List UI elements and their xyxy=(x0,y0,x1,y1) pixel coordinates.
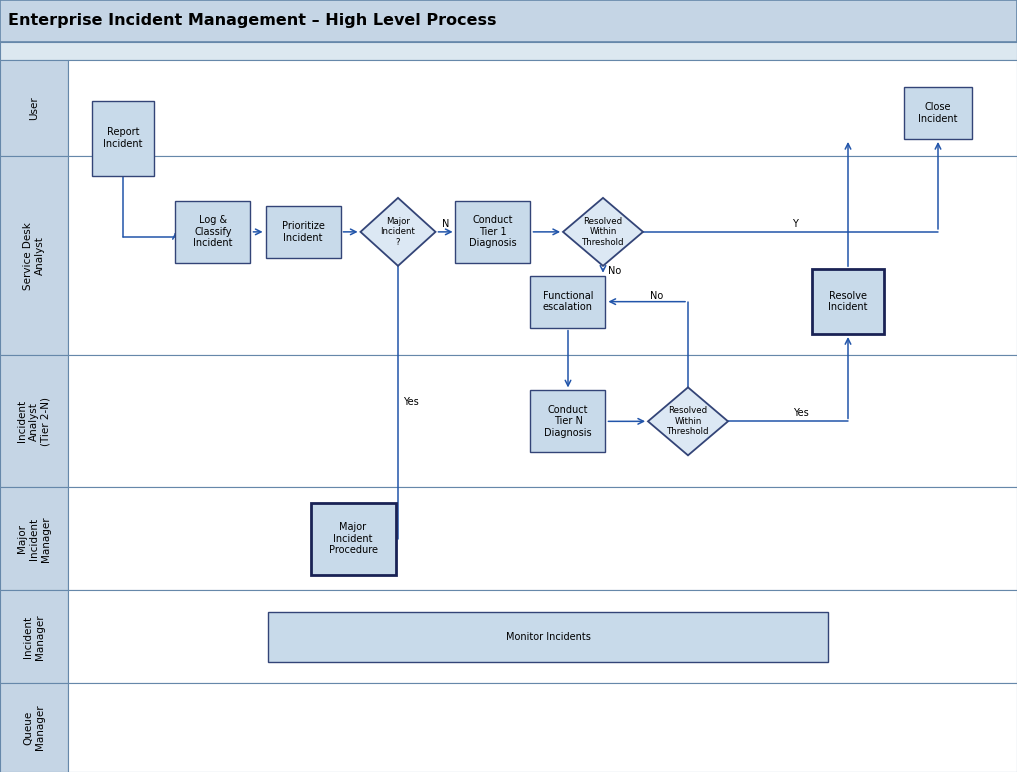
Text: Log &
Classify
Incident: Log & Classify Incident xyxy=(193,215,233,249)
Bar xyxy=(531,391,605,452)
Bar xyxy=(68,487,1017,591)
Text: Functional
escalation: Functional escalation xyxy=(543,291,593,313)
Text: Major
Incident
Manager: Major Incident Manager xyxy=(17,516,51,562)
Bar xyxy=(904,87,972,139)
Text: Enterprise Incident Management – High Level Process: Enterprise Incident Management – High Le… xyxy=(8,13,496,29)
Bar xyxy=(812,269,884,334)
Bar xyxy=(0,355,68,487)
Bar xyxy=(904,87,972,113)
Bar xyxy=(456,201,531,263)
Bar xyxy=(0,591,68,683)
Text: No: No xyxy=(608,266,621,276)
Text: Incident
Analyst
(Tier 2-N): Incident Analyst (Tier 2-N) xyxy=(17,397,51,446)
Bar xyxy=(310,503,396,575)
Text: Queue
Manager: Queue Manager xyxy=(23,705,45,750)
Text: N: N xyxy=(442,219,450,229)
Text: No: No xyxy=(650,290,663,300)
Bar xyxy=(265,206,341,232)
Bar xyxy=(68,591,1017,683)
Text: Resolve
Incident: Resolve Incident xyxy=(828,291,868,313)
Text: Major
Incident
?: Major Incident ? xyxy=(380,217,415,247)
Polygon shape xyxy=(563,198,643,266)
Bar xyxy=(0,156,68,355)
Text: Close
Incident: Close Incident xyxy=(918,102,958,124)
Bar xyxy=(68,355,1017,487)
Text: Resolved
Within
Threshold: Resolved Within Threshold xyxy=(582,217,624,247)
Text: Yes: Yes xyxy=(793,408,809,418)
Bar xyxy=(310,503,396,539)
Text: Conduct
Tier 1
Diagnosis: Conduct Tier 1 Diagnosis xyxy=(469,215,517,249)
Text: User: User xyxy=(29,96,39,120)
Bar xyxy=(0,42,1017,60)
Bar xyxy=(0,60,68,156)
Text: Monitor Incidents: Monitor Incidents xyxy=(505,631,591,642)
Bar xyxy=(0,683,68,772)
Text: Service Desk
Analyst: Service Desk Analyst xyxy=(23,222,45,290)
Bar xyxy=(531,391,605,422)
Text: Resolved
Within
Threshold: Resolved Within Threshold xyxy=(667,406,709,436)
Bar xyxy=(68,683,1017,772)
Bar xyxy=(268,611,828,637)
Bar xyxy=(531,276,605,327)
Bar xyxy=(265,206,341,258)
Bar xyxy=(68,60,1017,156)
Bar xyxy=(0,0,1017,42)
Bar xyxy=(92,100,154,175)
Bar xyxy=(68,156,1017,355)
Text: Yes: Yes xyxy=(403,398,419,408)
Bar xyxy=(268,611,828,662)
Text: Conduct
Tier N
Diagnosis: Conduct Tier N Diagnosis xyxy=(544,405,592,438)
Polygon shape xyxy=(648,388,728,455)
Text: Prioritize
Incident: Prioritize Incident xyxy=(282,221,324,242)
Text: Report
Incident: Report Incident xyxy=(104,127,142,149)
Bar xyxy=(812,269,884,302)
Bar xyxy=(456,201,531,232)
Bar xyxy=(531,276,605,302)
Text: Major
Incident
Procedure: Major Incident Procedure xyxy=(328,522,377,555)
Bar xyxy=(92,100,154,138)
Bar xyxy=(0,487,68,591)
Polygon shape xyxy=(360,198,435,266)
Bar xyxy=(176,201,250,263)
Text: Incident
Manager: Incident Manager xyxy=(23,614,45,659)
Bar xyxy=(176,201,250,232)
Text: Y: Y xyxy=(792,219,798,229)
